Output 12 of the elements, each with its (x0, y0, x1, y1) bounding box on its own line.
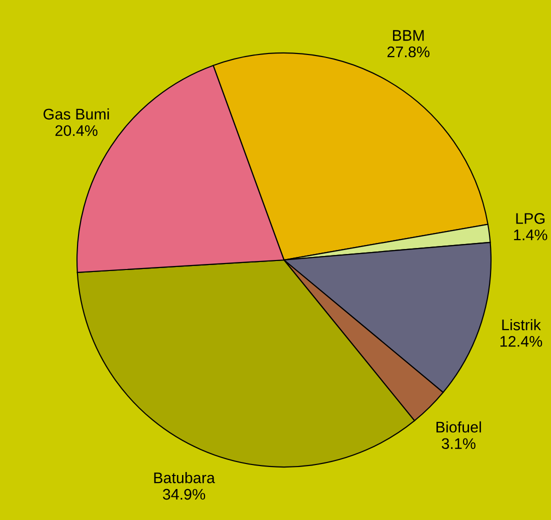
data-label: 12.4% (500, 336, 542, 347)
slice-label: Biofuel (436, 421, 481, 433)
data-label: 3.1% (442, 438, 476, 450)
data-label: 1.4% (514, 230, 548, 240)
slice-label: Batubara (154, 472, 215, 484)
slice-label: LPG (516, 213, 544, 224)
slice-label: Gas Bumi (44, 108, 109, 120)
data-label: 20.4% (55, 125, 98, 136)
data-label: 27.8% (387, 46, 430, 58)
slice-label: BBM (393, 30, 424, 41)
data-label: 34.9% (162, 488, 206, 500)
slice-label: Listrik (502, 319, 541, 330)
